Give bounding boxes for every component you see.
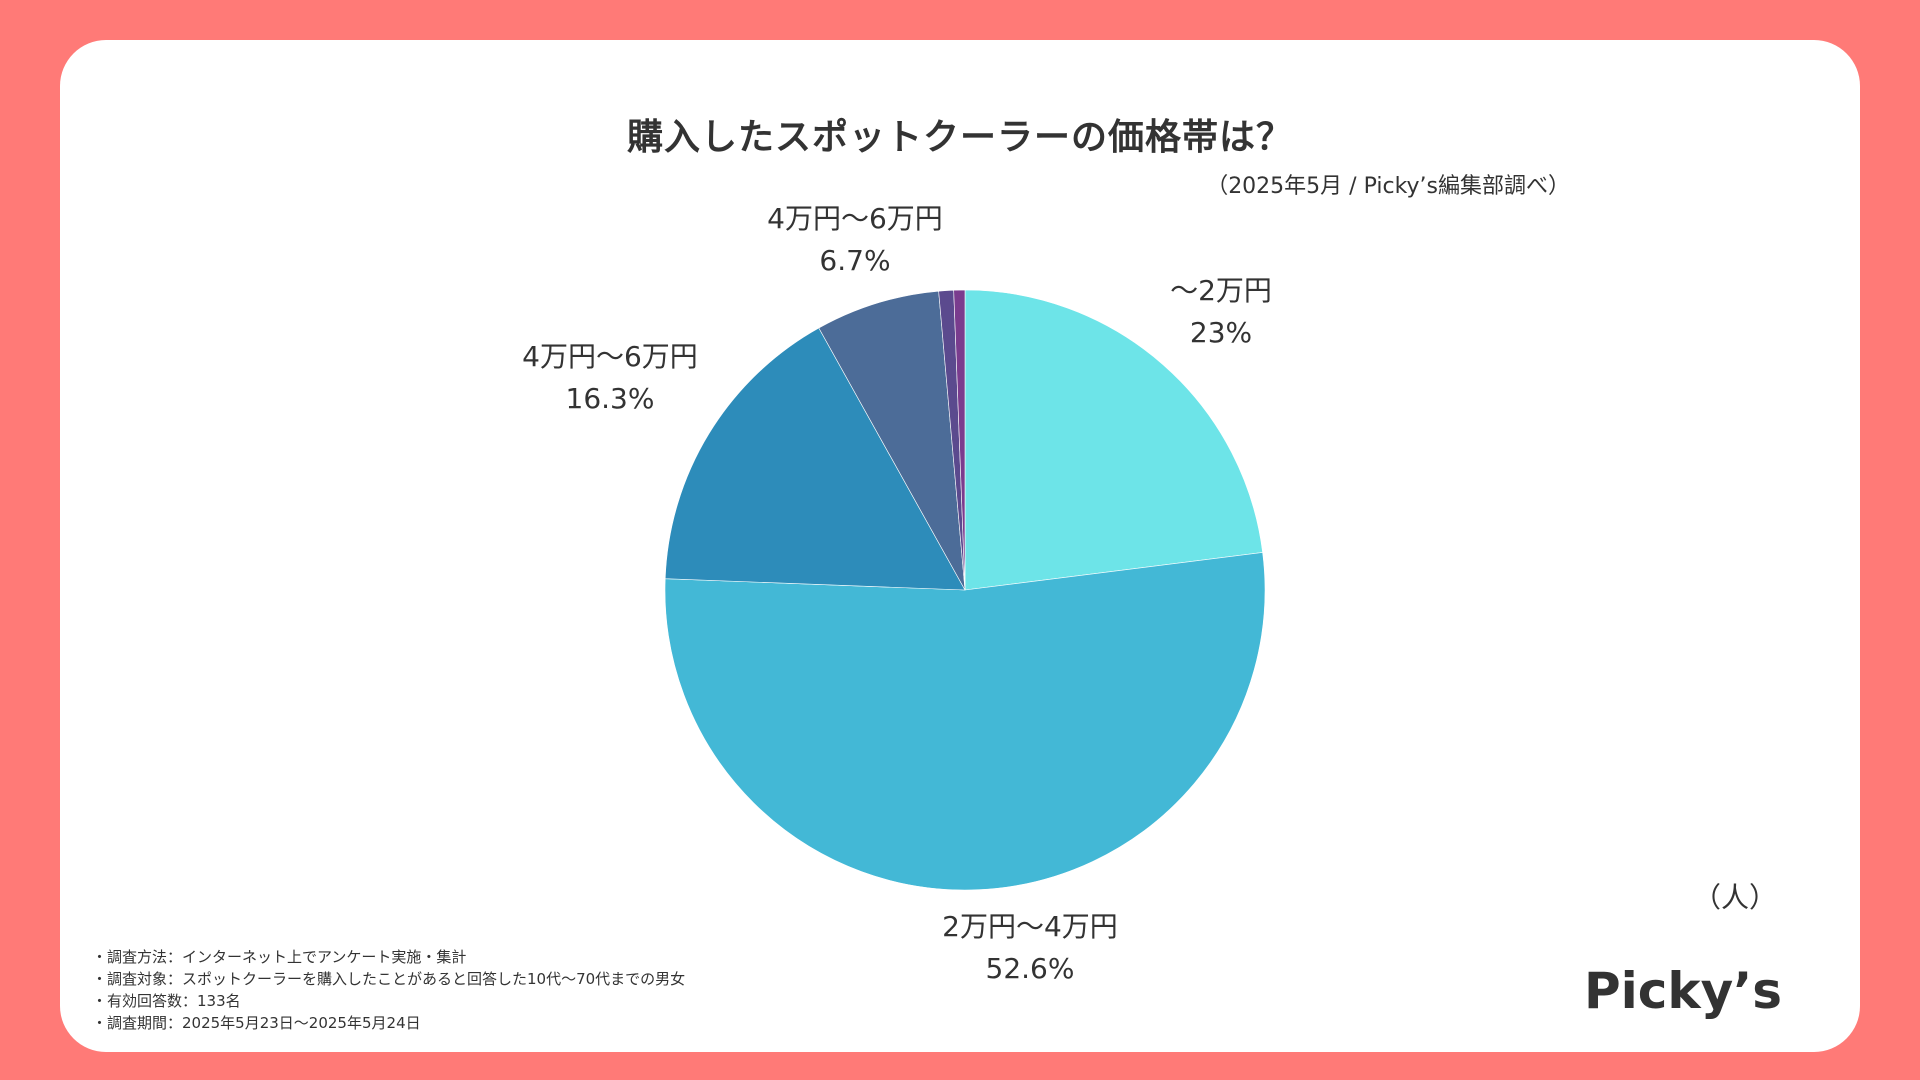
pickys-logo: Picky’s <box>1583 962 1782 1020</box>
slice-percent-2: 16.3% <box>566 382 655 415</box>
pie-slice-1 <box>664 552 1266 891</box>
source-note: （2025年5月 / Picky’s編集部調べ） <box>1206 174 1570 199</box>
slice-label-0: 〜2万円 <box>1170 274 1272 307</box>
valid-responses-note: ・有効回答数：133名 <box>92 992 241 1010</box>
survey-notes: ・調査方法：インターネット上でアンケート実施・集計 ・調査対象：スポットクーラー… <box>92 946 685 1034</box>
slice-label-3: 4万円〜6万円 <box>767 202 943 235</box>
survey-method-note: ・調査方法：インターネット上でアンケート実施・集計 <box>92 948 467 966</box>
pie-slice-0 <box>964 289 1263 591</box>
slice-label-2: 4万円〜6万円 <box>522 340 698 373</box>
slice-percent-0: 23% <box>1190 316 1252 349</box>
unit-label: （人） <box>1692 881 1777 914</box>
pie-slice-3 <box>818 290 966 591</box>
slice-percent-1: 52.6% <box>986 952 1075 985</box>
survey-period-note: ・調査期間：2025年5月23日〜2025年5月24日 <box>92 1014 421 1032</box>
survey-target-note: ・調査対象：スポットクーラーを購入したことがあると回答した10代〜70代までの男… <box>92 970 686 988</box>
slice-label-1: 2万円〜4万円 <box>942 910 1118 943</box>
chart-title: 購入したスポットクーラーの価格帯は？ <box>626 117 1293 158</box>
slice-percent-3: 6.7% <box>819 244 890 277</box>
pie-slice-2 <box>664 327 966 591</box>
pie-slice-5 <box>953 289 966 591</box>
